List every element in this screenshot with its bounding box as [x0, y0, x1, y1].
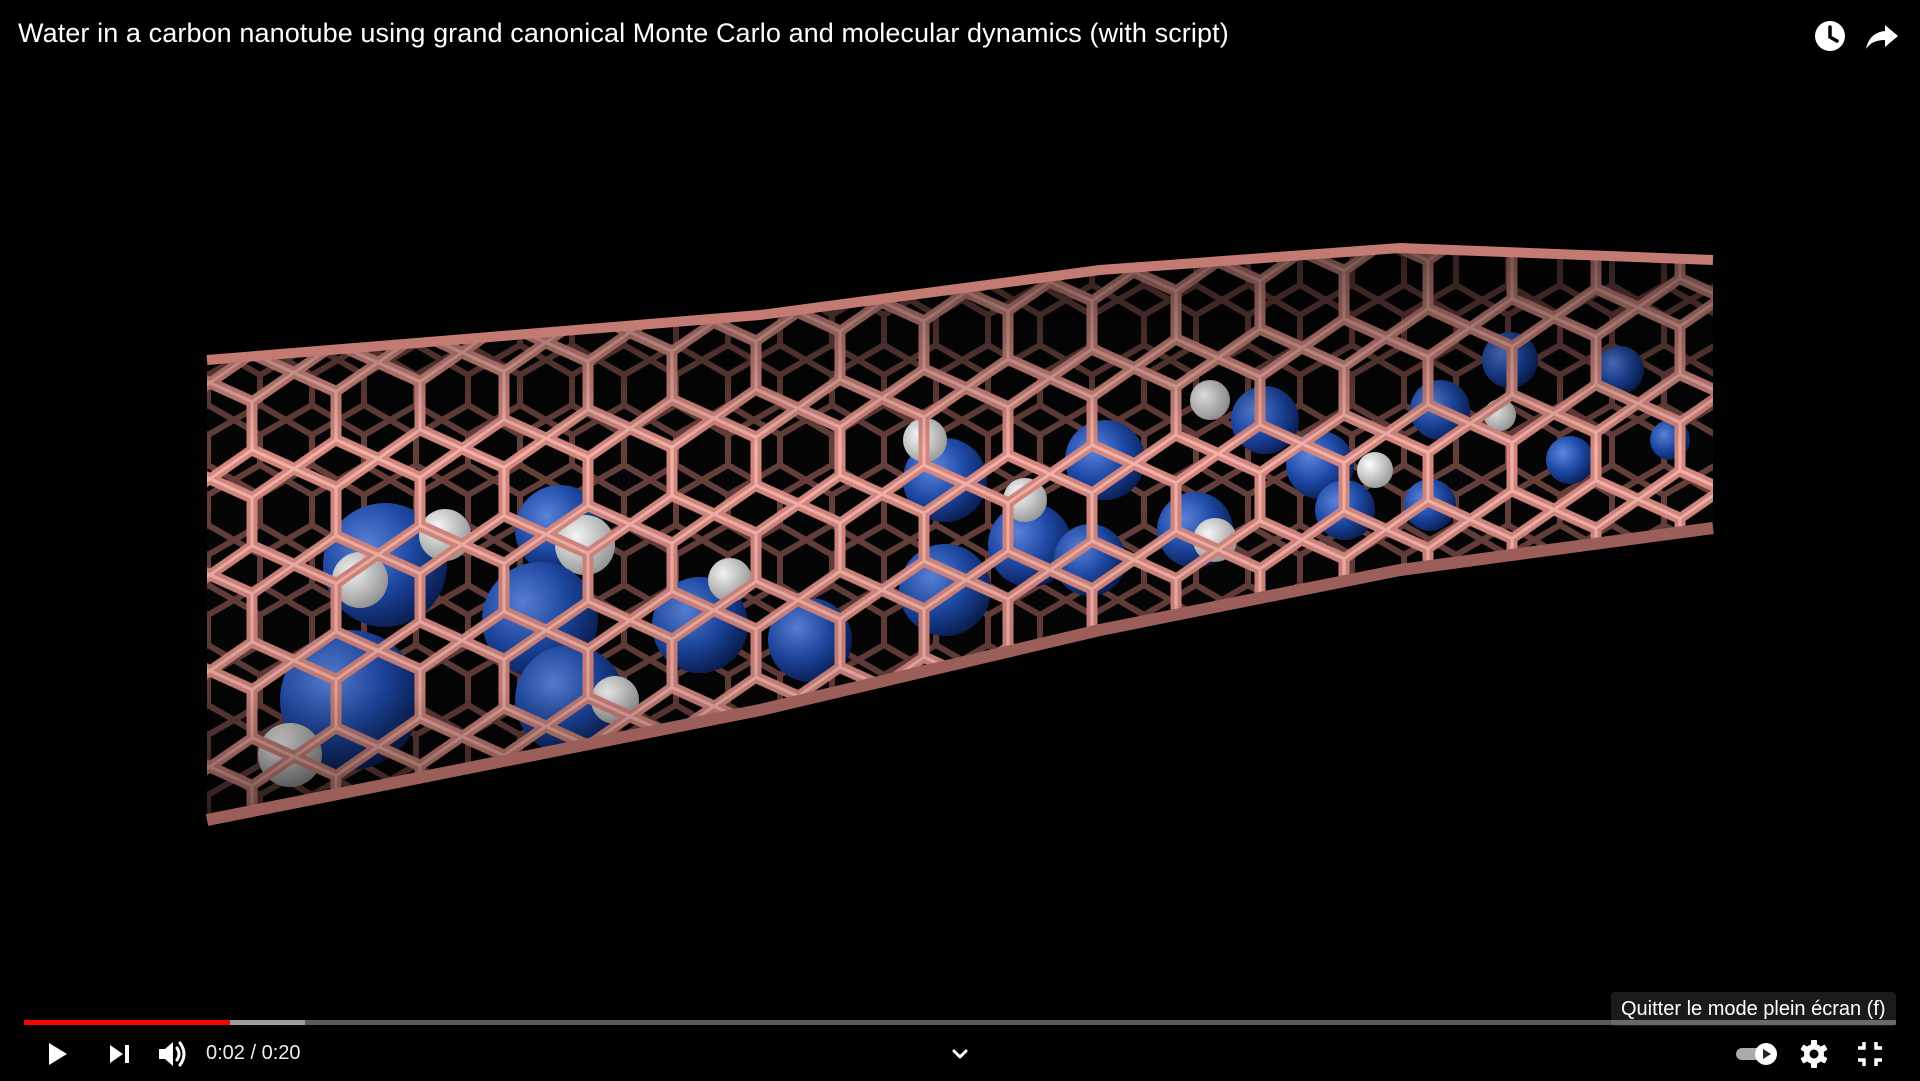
top-bar: Water in a carbon nanotube using grand c…	[0, 0, 1920, 80]
autoplay-toggle-icon[interactable]	[1734, 1040, 1780, 1068]
video-frame[interactable]	[0, 60, 1920, 1020]
current-time: 0:02	[206, 1042, 245, 1064]
share-arrow-icon[interactable]	[1862, 16, 1902, 56]
volume-icon[interactable]	[150, 1032, 194, 1076]
player-controls: 0:02 / 0:20	[0, 1028, 1920, 1080]
progress-bar[interactable]	[24, 1020, 1896, 1025]
video-title[interactable]: Water in a carbon nanotube using grand c…	[18, 18, 1229, 48]
chevron-down-icon[interactable]	[940, 1034, 980, 1074]
gear-icon[interactable]	[1792, 1032, 1836, 1076]
fullscreen-tooltip: Quitter le mode plein écran (f)	[1611, 992, 1896, 1026]
next-icon[interactable]	[98, 1032, 142, 1076]
nanotube-video-image	[205, 242, 1714, 826]
duration: 0:20	[261, 1042, 301, 1064]
play-icon[interactable]	[34, 1032, 78, 1076]
progress-played	[24, 1020, 230, 1025]
clock-icon[interactable]	[1810, 16, 1850, 56]
time-display: 0:02 / 0:20	[206, 1042, 301, 1065]
time-separator: /	[250, 1042, 257, 1064]
exit-fullscreen-icon[interactable]	[1848, 1032, 1892, 1076]
